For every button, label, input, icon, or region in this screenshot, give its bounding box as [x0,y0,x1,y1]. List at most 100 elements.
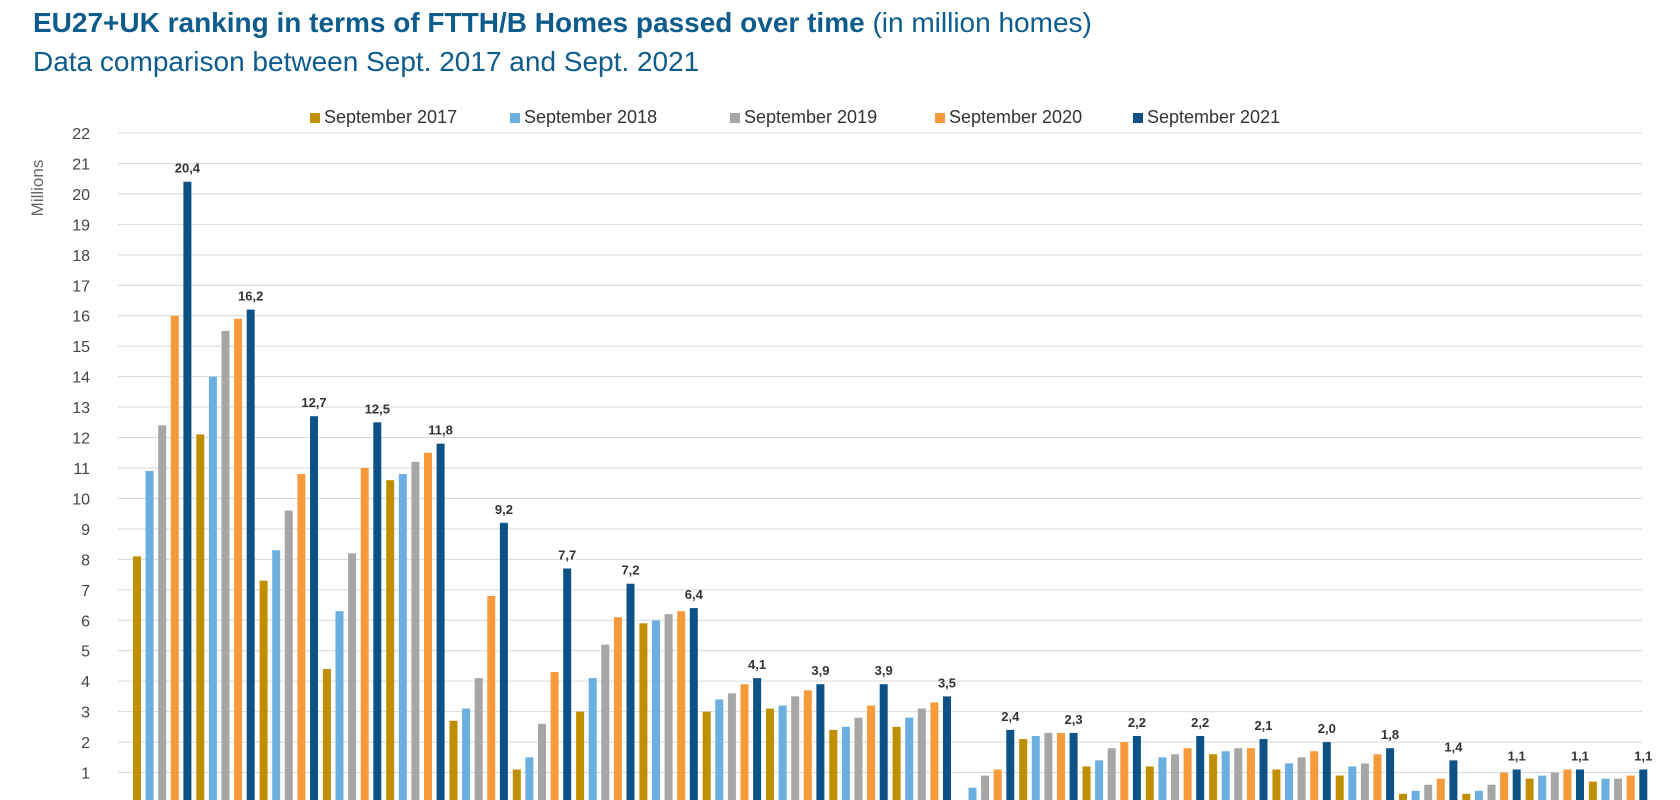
y-tick-label: 9 [81,522,90,539]
bar [1272,769,1281,800]
bar [1563,769,1572,800]
bar [1436,778,1445,800]
bar [1424,784,1433,800]
data-label: 1,4 [1444,739,1463,754]
bar [677,611,686,800]
data-label: 2,1 [1254,718,1272,733]
bar [246,309,255,800]
legend-label: September 2019 [744,107,877,127]
bar [664,614,673,800]
bar [449,720,458,800]
bar [727,693,736,800]
bar [1006,729,1015,800]
y-tick-label: 13 [72,400,90,417]
y-tick-label: 4 [81,674,90,691]
bar [145,471,154,800]
bar [1348,766,1357,800]
bar [297,474,306,800]
data-label: 2,4 [1001,709,1020,724]
data-label: 1,1 [1508,749,1526,764]
bar [766,708,774,800]
bar [702,711,711,800]
y-tick-label: 3 [81,705,90,722]
y-tick-label: 17 [72,278,90,295]
bar [1285,763,1293,800]
bar [322,669,331,800]
y-tick-label: 14 [72,370,90,387]
bar [1297,757,1306,800]
bar [424,452,432,800]
bar [943,696,951,800]
chart-title-line: EU27+UK ranking in terms of FTTH/B Homes… [33,4,1092,42]
bar [803,690,812,800]
bar [1031,736,1040,800]
bar [968,787,977,800]
bar [208,376,217,800]
bar [525,757,534,800]
data-label: 2,0 [1318,721,1336,736]
bar [740,684,749,800]
y-tick-label: 21 [72,156,90,173]
bar [930,702,939,800]
bar [1196,736,1205,800]
bar [753,678,762,800]
bar [588,678,597,800]
bar [1386,748,1395,800]
bar [829,729,838,800]
bar [158,425,167,800]
bar [576,711,585,800]
bar [487,595,496,800]
legend-label: September 2018 [524,107,657,127]
bar [601,644,610,800]
data-label: 12,5 [365,401,390,416]
bar [1322,742,1331,800]
bar [1082,766,1091,800]
bar [867,705,876,800]
y-tick-label: 16 [72,309,90,326]
bar [1550,772,1559,800]
y-tick-label: 19 [72,217,90,234]
y-tick-label: 2 [81,735,90,752]
bar [778,705,787,800]
bar [234,318,243,800]
bar [563,568,572,800]
data-label: 9,2 [495,502,513,517]
bar [272,550,281,800]
bar [854,717,863,800]
legend-swatch [510,113,520,123]
bar [715,699,724,800]
data-label: 1,1 [1634,749,1652,764]
chart-subtitle: Data comparison between Sept. 2017 and S… [33,46,700,77]
bar [310,416,318,800]
bar [1626,775,1635,800]
data-label: 6,4 [685,587,704,602]
data-label: 3,9 [875,663,893,678]
bar [170,315,179,800]
bar [1474,790,1483,800]
data-label: 20,4 [175,161,201,176]
bar [133,556,141,800]
y-tick-label: 5 [81,644,90,661]
data-label: 12,7 [301,395,326,410]
bar [1310,751,1319,800]
legend-swatch [935,113,945,123]
bar [1145,766,1154,800]
legend-label: September 2020 [949,107,1082,127]
bar [892,726,901,800]
bar [993,769,1002,800]
y-tick-label: 11 [73,461,90,478]
bar [1221,751,1230,800]
bar [1171,754,1179,800]
bar [1107,748,1116,800]
bar [462,708,471,800]
data-label: 2,3 [1065,712,1083,727]
bar [917,708,926,800]
bar [879,684,888,800]
legend-label: September 2017 [324,107,457,127]
bar [512,769,521,800]
bar [1360,763,1369,800]
bar [1234,748,1243,800]
bar [1209,754,1218,800]
bar [284,510,293,800]
data-label: 3,9 [811,663,829,678]
